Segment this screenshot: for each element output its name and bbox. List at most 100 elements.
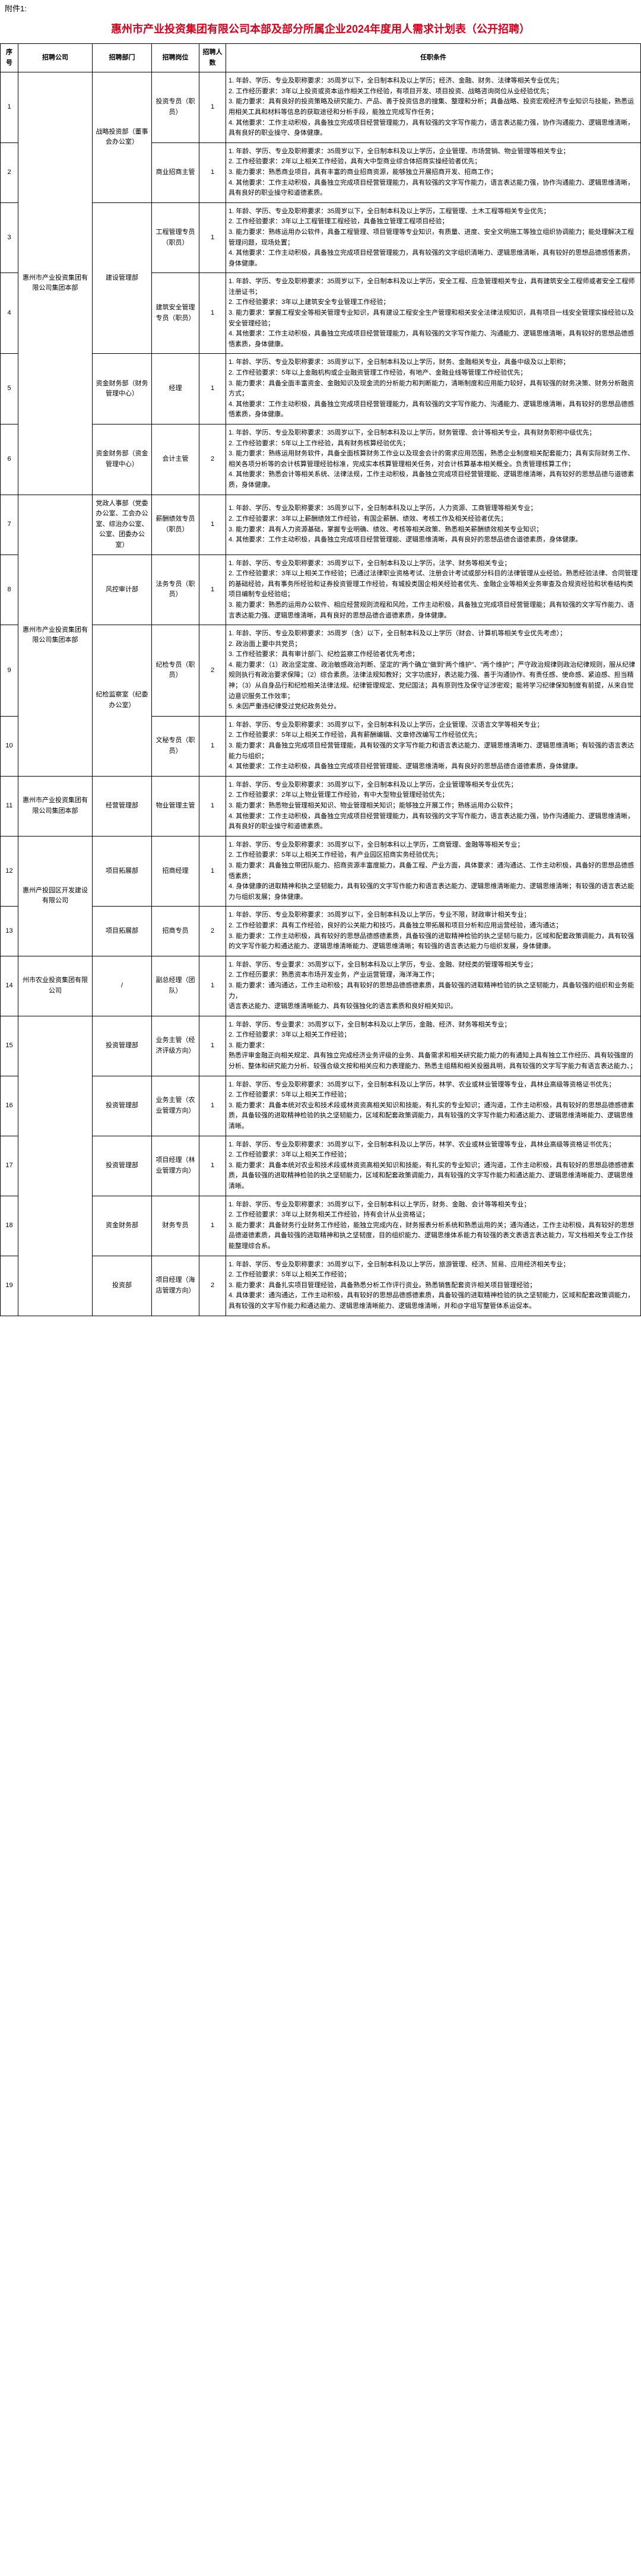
cell-requirements: 1. 年龄、学历、专业及职称要求：35周岁以下，全日制本科及以上学历，安全工程、… [226,273,641,354]
table-row: 6资金财务部（资金管理中心）会计主管21. 年龄、学历、专业及职称要求：35周岁… [1,424,641,495]
table-row: 14州市农业投资集团有限公司/副总经理（团队）11. 年龄、学历、专业要求：35… [1,956,641,1016]
cell-seq: 13 [1,907,18,956]
cell-seq: 10 [1,716,18,776]
cell-seq: 12 [1,836,18,907]
cell-count: 1 [199,1136,226,1196]
cell-dept: 资金财务部（财务管理中心） [93,354,152,424]
cell-dept: 战略投资部（董事会办公室） [93,72,152,203]
cell-requirements: 1. 年龄、学历、专业及职称要求：35周岁以下，全日制本科及以上学历，工程管理、… [226,202,641,273]
cell-count: 1 [199,1016,226,1076]
cell-seq: 19 [1,1256,18,1316]
cell-position: 薪酬绩效专员（职员） [152,495,199,555]
cell-requirements: 1. 年龄、学历、专业及职称要求：35周岁以下，全日制本科以上学历，工商管理、金… [226,836,641,907]
cell-position: 招商经理 [152,836,199,907]
header-position: 招聘岗位 [152,44,199,72]
cell-position: 副总经理（团队） [152,956,199,1016]
cell-seq: 18 [1,1196,18,1256]
cell-position: 经理 [152,354,199,424]
cell-company: 惠州市产业投资集团有限公司集团本部 [18,72,93,495]
cell-requirements: 1. 年龄、学历、专业要求：35周岁以下，全日制本科及以上学历，金融、经济、财务… [226,1016,641,1076]
cell-seq: 15 [1,1016,18,1076]
cell-dept: 项目拓展部 [93,836,152,907]
table-row: 12惠州产投园区开发建设有限公司项目拓展部招商经理11. 年龄、学历、专业及职称… [1,836,641,907]
cell-requirements: 1. 年龄、学历、专业及职称要求：35周岁以下，全日制本科及以上学历，法学、财务… [226,555,641,625]
cell-seq: 9 [1,625,18,717]
cell-requirements: 1. 年龄、学历、专业及职称要求：35周岁以下，全日制本科及以上学历，人力资源、… [226,495,641,555]
table-row: 7惠州市产业投资集团有限公司集团本部党政人事部（党委办公室、工会办公室、综治办公… [1,495,641,555]
cell-dept: 投资管理部 [93,1076,152,1136]
cell-position: 文秘专员（职员） [152,716,199,776]
cell-count: 2 [199,907,226,956]
cell-requirements: 1. 年龄、学历、专业及职称要求：35周岁以下，全日制本科及以上学历，专业不限，… [226,907,641,956]
cell-position: 商业招商主管 [152,142,199,202]
header-company: 招聘公司 [18,44,93,72]
header-requirements: 任职条件 [226,44,641,72]
table-row: 17 投资管理部项目经理（林业管理方向）11. 年龄、学历、专业及职称要求：35周… [1,1136,641,1196]
table-row: 16投资管理部业务主管（农业管理方向）11. 年龄、学历、专业及职称要求：35周… [1,1076,641,1136]
table-row: 18资金财务部财务专员11. 年龄、学历、专业及职称要求：35周岁以下，全日制本… [1,1196,641,1256]
header-seq: 序号 [1,44,18,72]
cell-seq: 3 [1,202,18,273]
table-row: 19投资部项目经理（海店管理方向）21. 年龄、学历、专业及职称要求：35周岁以… [1,1256,641,1316]
cell-seq: 2 [1,142,18,202]
cell-company: 惠州市产业投资集团有限公司集团本部 [18,776,93,836]
cell-position: 财务专员 [152,1196,199,1256]
cell-position: 项目经理（林业管理方向） [152,1136,199,1196]
cell-position: 物业管理主管 [152,776,199,836]
cell-company: 惠州产投园区开发建设有限公司 [18,836,93,956]
cell-position: 会计主管 [152,424,199,495]
cell-count: 1 [199,273,226,354]
cell-requirements: 1. 年龄、学历、专业及职称要求：35周岁以下，全日制本科及以上学历，企业管理、… [226,716,641,776]
cell-seq: 11 [1,776,18,836]
cell-requirements: 1. 年龄、学历、专业及职称要求：35周岁以下，全日制本科及以上学历，财务、金融… [226,354,641,424]
cell-seq: 16 [1,1076,18,1136]
cell-position: 纪检专员（职员） [152,625,199,717]
cell-requirements: 1. 年龄、学历、专业及职称要求：35周岁以下，全日制本科及以上学历；经济、金融… [226,72,641,143]
cell-seq: 1 [1,72,18,143]
cell-dept: 投资部 [93,1256,152,1316]
table-header-row: 序号 招聘公司 招聘部门 招聘岗位 招聘人数 任职条件 [1,44,641,72]
cell-position: 工程管理专员（职员） [152,202,199,273]
table-row: 13 项目拓展部招商专员21. 年龄、学历、专业及职称要求：35周岁以下，全日制本… [1,907,641,956]
cell-dept: / [93,956,152,1016]
cell-count: 1 [199,142,226,202]
cell-dept: 党政人事部（党委办公室、工会办公室、综治办公室、公室、团委办公室） [93,495,152,555]
cell-dept: 投资管理部 [93,1136,152,1196]
cell-seq: 14 [1,956,18,1016]
cell-count: 1 [199,495,226,555]
cell-requirements: 1. 年龄、学历、专业及职称要求：35周岁以下，全日制本科及以上学历，林学、农业… [226,1076,641,1136]
cell-position: 法务专员（职员） [152,555,199,625]
cell-seq: 17 [1,1136,18,1196]
cell-requirements: 1. 年龄、学历、专业及职称要求：35周岁以下，全日制本科及以上学历，财务管理、… [226,424,641,495]
cell-dept: 项目拓展部 [93,907,152,956]
cell-requirements: 1. 年龄、学历、专业及职称要求：35周岁（含）以下，全日制本科及以上学历（财会… [226,625,641,717]
cell-count: 1 [199,836,226,907]
header-count: 招聘人数 [199,44,226,72]
cell-count: 1 [199,555,226,625]
cell-company: 州市农业投资集团有限公司 [18,956,93,1016]
cell-requirements: 1. 年龄、学历、专业要求：35周岁以下，全日制本科及以上学历，专业、金融、财经… [226,956,641,1016]
cell-count: 1 [199,956,226,1016]
cell-dept: 资金财务部（资金管理中心） [93,424,152,495]
recruitment-table: 序号 招聘公司 招聘部门 招聘岗位 招聘人数 任职条件 1惠州市产业投资集团有限… [0,43,641,1316]
cell-seq: 5 [1,354,18,424]
cell-position: 招商专员 [152,907,199,956]
attachment-label: 附件1: [0,0,641,16]
table-row: 8风控审计部法务专员（职员）11. 年龄、学历、专业及职称要求：35周岁以下，全… [1,555,641,625]
header-dept: 招聘部门 [93,44,152,72]
cell-position: 建筑安全管理专员（职员） [152,273,199,354]
cell-requirements: 1. 年龄、学历、专业及职称要求：35周岁以下，全日制本科及以上学历，旅游管理、… [226,1256,641,1316]
cell-count: 1 [199,354,226,424]
cell-requirements: 1. 年龄、学历、专业及职称要求：35周岁以下，全日制本科及以上学历，企业管理、… [226,142,641,202]
cell-count: 1 [199,202,226,273]
cell-position: 业务主管（农业管理方向） [152,1076,199,1136]
cell-dept: 资金财务部 [93,1196,152,1256]
cell-seq: 4 [1,273,18,354]
cell-seq: 6 [1,424,18,495]
cell-requirements: 1. 年龄、学历、专业及职称要求：35周岁以下，全日制本科及以上学历，林学、农业… [226,1136,641,1196]
cell-requirements: 1. 年龄、学历、专业及职称要求：35周岁以下，全日制本科及以上学历，企业管理等… [226,776,641,836]
cell-seq: 8 [1,555,18,625]
cell-seq: 7 [1,495,18,555]
cell-dept: 纪检监察室（纪委办公室） [93,625,152,777]
cell-position: 投资专员（职员） [152,72,199,143]
